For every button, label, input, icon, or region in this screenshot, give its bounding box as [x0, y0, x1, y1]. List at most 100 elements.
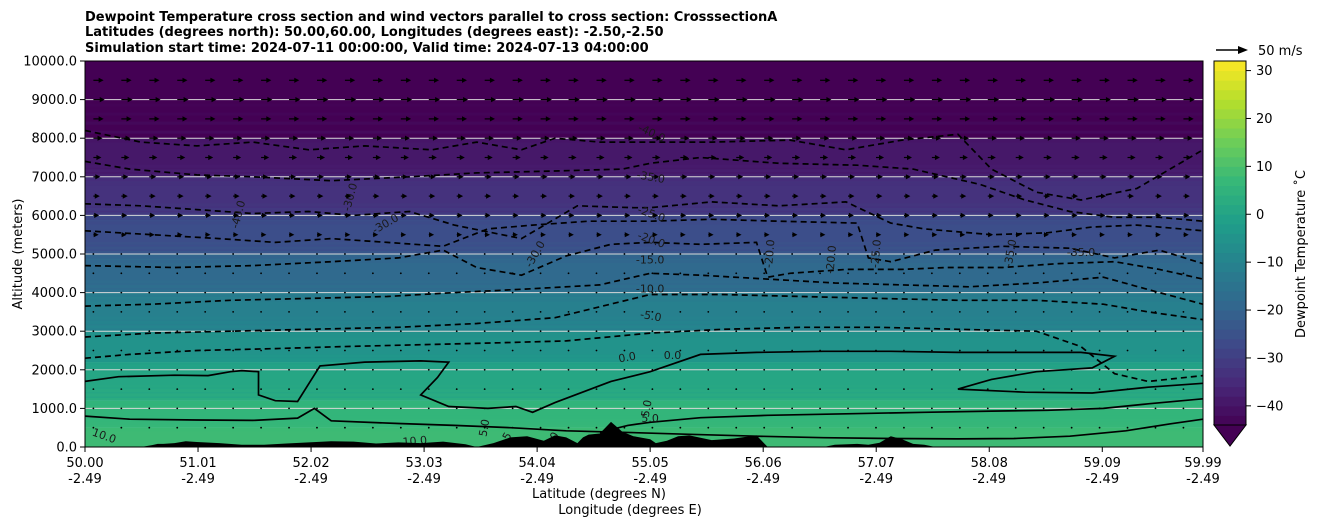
wind-vector: [177, 174, 185, 180]
wind-vector: [707, 388, 710, 390]
wind-vector: [568, 212, 575, 218]
wind-vector: [149, 174, 157, 180]
wind-vector: [204, 368, 207, 371]
title-line-1: Dewpoint Temperature cross section and w…: [85, 10, 777, 25]
colorbar-segment: [1214, 357, 1246, 369]
wind-vector: [1126, 291, 1129, 294]
field-blend: [85, 216, 1203, 220]
wind-vector: [847, 291, 849, 294]
wind-vector: [847, 388, 849, 390]
wind-vector: [848, 212, 854, 218]
colorbar-segment: [1214, 329, 1246, 340]
wind-vector: [680, 212, 687, 218]
x-tick-label-lon: -2.49: [1186, 472, 1220, 487]
wind-vector: [372, 116, 384, 122]
wind-vector: [596, 193, 603, 199]
field-blend: [85, 402, 1203, 406]
wind-vector: [120, 291, 123, 294]
wind-vector: [288, 388, 290, 390]
wind-vector: [344, 212, 351, 218]
wind-vector: [1043, 116, 1054, 122]
wind-vector: [820, 174, 828, 180]
wind-vector: [455, 368, 458, 371]
wind-vector: [1014, 426, 1017, 429]
wind-vector: [792, 174, 800, 180]
x-axis-label-longitude: Longitude (degrees E): [558, 503, 702, 518]
wind-vector: [1098, 330, 1101, 333]
wind-vector: [1182, 272, 1185, 275]
wind-vector: [875, 77, 887, 83]
wind-vector: [651, 349, 654, 352]
quiver-key: 50 m/s: [1216, 44, 1303, 59]
field-blend: [85, 354, 1203, 358]
wind-vector: [708, 193, 715, 199]
wind-vector: [400, 135, 410, 141]
wind-vector: [763, 349, 766, 352]
wind-vector: [316, 154, 326, 161]
wind-vector: [903, 426, 905, 429]
wind-vector: [1070, 330, 1073, 333]
wind-vector: [456, 174, 464, 180]
wind-vector: [596, 77, 607, 83]
field-blend: [85, 112, 1203, 116]
wind-vector: [427, 426, 430, 429]
wind-vector: [679, 291, 682, 294]
wind-vector: [1099, 116, 1110, 122]
wind-vector: [1042, 330, 1045, 333]
wind-vector: [233, 212, 239, 218]
wind-vector: [930, 407, 933, 410]
wind-vector: [930, 311, 933, 313]
colorbar-segment: [1214, 243, 1246, 254]
wind-vector: [903, 193, 911, 199]
wind-vector: [1042, 349, 1045, 352]
wind-vector: [931, 212, 938, 218]
field-blend: [85, 139, 1203, 143]
wind-vector: [540, 116, 551, 122]
wind-vector: [595, 253, 598, 255]
wind-vector: [959, 77, 971, 83]
y-tick-label: 1000.0: [32, 402, 78, 417]
wind-vector: [764, 212, 771, 218]
wind-vector: [456, 97, 469, 103]
wind-vector: [875, 154, 885, 161]
wind-vector: [1126, 426, 1129, 429]
wind-vector: [986, 407, 989, 410]
wind-vector: [232, 272, 235, 275]
wind-vector: [539, 253, 542, 255]
wind-vector: [735, 388, 738, 390]
wind-vector: [1014, 272, 1017, 275]
wind-vector: [540, 174, 548, 180]
wind-vector: [92, 407, 95, 410]
colorbar-frame: [1213, 60, 1247, 426]
x-tick-label-lon: -2.49: [68, 472, 102, 487]
wind-vector: [1182, 311, 1185, 313]
colorbar-segment: [1214, 118, 1246, 129]
wind-vector: [93, 77, 104, 83]
wind-vector: [791, 253, 794, 255]
wind-vector: [764, 193, 771, 199]
x-tick-label-lat: 59.09: [1084, 456, 1121, 471]
wind-vector: [764, 135, 774, 141]
wind-vector: [763, 253, 766, 255]
wind-vector: [1154, 388, 1157, 390]
colorbar-tick-label: −20: [1256, 304, 1283, 319]
colorbar-segment: [1214, 185, 1246, 196]
wind-vector: [1099, 193, 1106, 199]
wind-vector: [763, 388, 766, 390]
wind-vector: [121, 97, 133, 103]
y-tick-label: 0.0: [56, 441, 77, 456]
wind-vector: [512, 77, 523, 83]
x-tick-label-lat: 57.07: [858, 456, 895, 471]
wind-vector: [427, 253, 430, 255]
wind-vector: [428, 174, 436, 180]
wind-vector: [680, 135, 690, 141]
wind-vector: [177, 232, 183, 238]
contour-label: -20.0: [762, 239, 777, 268]
wind-vector: [596, 232, 602, 238]
wind-vector: [1014, 368, 1017, 371]
wind-vector: [260, 330, 262, 333]
wind-vector: [1183, 154, 1192, 161]
field-blend: [85, 285, 1203, 289]
wind-vector: [372, 97, 385, 103]
wind-vector: [92, 253, 95, 255]
